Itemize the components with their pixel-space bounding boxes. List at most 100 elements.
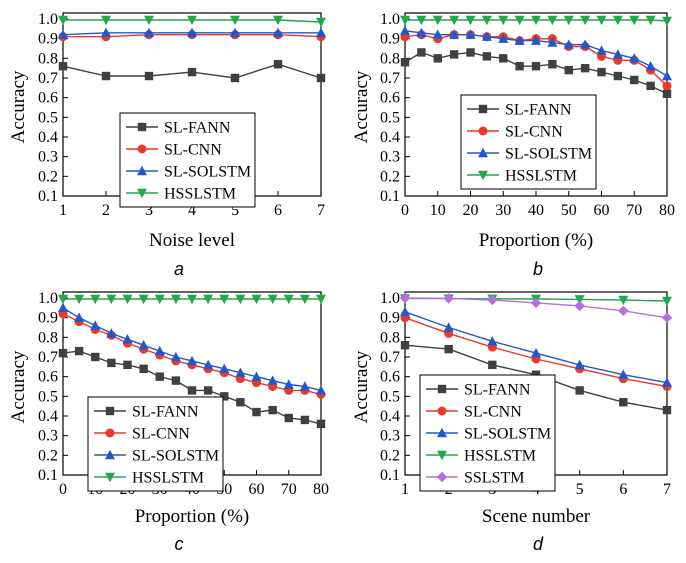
data-point xyxy=(662,377,672,387)
data-point xyxy=(58,348,68,358)
legend-label: SL-FANN xyxy=(464,382,531,399)
data-point xyxy=(487,294,498,306)
series-sl-fann xyxy=(400,48,672,98)
data-point xyxy=(498,15,509,26)
data-point xyxy=(316,419,326,429)
y-tick-label: 0.8 xyxy=(380,50,400,67)
data-point xyxy=(138,340,149,350)
legend-label: HSSLSTM xyxy=(464,448,536,465)
x-tick-label: 1 xyxy=(59,202,67,219)
data-point xyxy=(58,29,68,39)
series-sl-solstm xyxy=(58,27,326,39)
data-point xyxy=(612,49,623,59)
data-point xyxy=(187,67,197,77)
x-tick-label: 1 xyxy=(401,481,409,498)
data-point xyxy=(58,62,68,71)
y-tick-label: 0.5 xyxy=(380,109,400,126)
y-tick-label: 0.7 xyxy=(38,70,58,87)
data-point xyxy=(574,300,585,312)
data-point xyxy=(101,15,111,26)
data-point xyxy=(299,381,310,391)
y-tick-label: 0.4 xyxy=(38,408,58,425)
data-point xyxy=(101,71,111,81)
y-axis-label: Accuracy xyxy=(351,70,372,143)
data-point xyxy=(101,27,111,37)
legend-marker xyxy=(478,104,488,114)
data-point xyxy=(449,50,459,59)
y-tick-label: 0.8 xyxy=(380,329,400,346)
series-sl-solstm xyxy=(400,25,672,81)
x-axis-label: Noise level xyxy=(149,230,235,251)
data-point xyxy=(220,392,229,401)
data-point xyxy=(618,305,629,316)
data-point xyxy=(235,367,246,377)
series-sslstm xyxy=(399,292,673,323)
data-point xyxy=(619,398,628,407)
legend-label: SL-CNN xyxy=(132,426,190,443)
data-point xyxy=(90,320,101,330)
chart-panel-d: 0.10.20.30.40.50.60.70.80.91.01234567Sce… xyxy=(351,290,673,554)
data-point xyxy=(187,294,197,305)
data-point xyxy=(466,48,475,57)
y-tick-label: 0.6 xyxy=(380,369,400,386)
series-sl-solstm xyxy=(400,306,672,387)
legend-marker xyxy=(105,472,115,483)
legend-marker xyxy=(137,165,147,176)
data-point xyxy=(443,293,454,304)
data-point xyxy=(416,27,427,37)
data-point xyxy=(618,295,629,306)
data-point xyxy=(74,294,85,305)
x-tick-label: 50 xyxy=(561,202,577,219)
data-point xyxy=(267,375,278,385)
legend: SL-FANN SL-CNN SL-SOLSTM HSSLSTM xyxy=(119,112,256,208)
data-point xyxy=(574,359,585,370)
data-point xyxy=(629,15,640,26)
data-point xyxy=(123,360,132,370)
data-point xyxy=(187,15,197,26)
data-point xyxy=(144,15,154,26)
data-point xyxy=(74,346,84,356)
data-point xyxy=(645,15,656,26)
legend-marker xyxy=(105,406,115,416)
data-point xyxy=(580,39,591,49)
data-point xyxy=(122,334,133,344)
y-tick-label: 0.5 xyxy=(38,388,58,405)
legend-label: SL-FANN xyxy=(505,102,572,119)
data-point xyxy=(316,17,326,28)
data-point xyxy=(630,75,639,85)
data-point xyxy=(267,294,278,305)
data-point xyxy=(488,360,497,370)
data-point xyxy=(662,89,672,98)
data-point xyxy=(564,65,573,75)
legend-label: HSSLSTM xyxy=(132,470,204,487)
data-point xyxy=(481,15,492,26)
legend-label: HSSLSTM xyxy=(505,168,577,185)
y-tick-label: 0.2 xyxy=(38,168,58,185)
y-axis-label: Accuracy xyxy=(8,70,29,143)
data-point xyxy=(187,386,197,395)
data-point xyxy=(400,306,410,316)
data-point xyxy=(433,54,442,63)
y-tick-label: 0.7 xyxy=(38,349,58,366)
series-hsslstm xyxy=(58,15,326,28)
data-point xyxy=(170,351,181,362)
legend-label: SL-CNN xyxy=(464,404,522,421)
data-point xyxy=(300,415,310,425)
data-point xyxy=(662,296,672,307)
data-point xyxy=(563,39,574,49)
legend-marker xyxy=(137,188,147,199)
series-sl-solstm xyxy=(58,302,326,395)
y-tick-label: 0.8 xyxy=(38,50,58,67)
series-sl-fann xyxy=(58,60,326,83)
y-tick-label: 0.2 xyxy=(380,447,400,464)
panel-letter: a xyxy=(174,259,184,279)
data-point xyxy=(400,15,410,26)
x-tick-label: 70 xyxy=(626,202,642,219)
series-sl-fann xyxy=(58,346,326,429)
data-point xyxy=(548,60,557,69)
y-tick-label: 1.0 xyxy=(38,290,58,307)
data-point xyxy=(230,27,240,37)
data-point xyxy=(251,294,262,305)
data-point xyxy=(514,35,525,45)
